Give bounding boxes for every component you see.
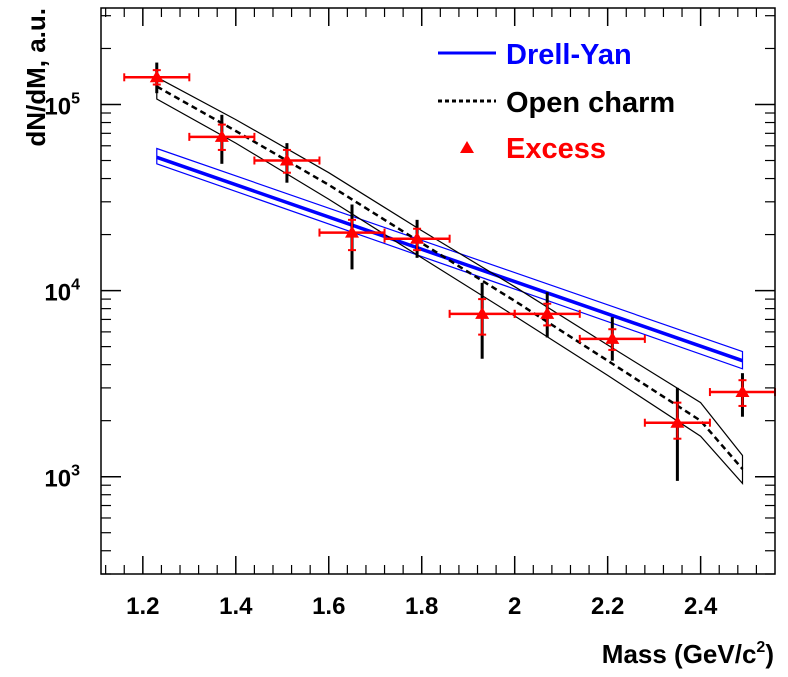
excess-point-9 xyxy=(708,373,776,417)
x-tick-label-3: 1.8 xyxy=(405,593,438,620)
excess-point-0 xyxy=(123,62,191,94)
excess-point-8 xyxy=(643,387,711,481)
legend: Drell-Yan Open charm Excess xyxy=(438,39,675,165)
excess-marker-3 xyxy=(345,225,360,238)
x-tick-label-1: 1.4 xyxy=(219,593,253,620)
x-tick-label-2: 1.6 xyxy=(312,593,345,620)
excess-point-4 xyxy=(383,219,451,258)
open_charm-band xyxy=(156,76,744,485)
x-axis-title-main: Mass (GeV/c xyxy=(602,639,757,669)
open_charm-curve xyxy=(156,85,744,470)
excess-marker-9 xyxy=(735,385,750,398)
x-tick-label-0: 1.2 xyxy=(126,593,159,620)
x-tick-label-6: 2.4 xyxy=(684,593,718,620)
excess-point-2 xyxy=(253,143,321,183)
excess-marker-2 xyxy=(279,153,294,166)
drell_yan-curve xyxy=(156,155,744,363)
x-tick-label-5: 2.2 xyxy=(591,593,624,620)
y-axis-title: dN/dM, a.u. xyxy=(21,8,51,147)
y-tick-label-1: 104 xyxy=(44,277,80,307)
x-tick-label-4: 2 xyxy=(508,593,521,620)
x-axis-title-close: ) xyxy=(765,639,774,669)
legend-drell-yan-label: Drell-Yan xyxy=(506,39,632,71)
excess-marker-8 xyxy=(670,415,685,428)
x-axis-title: Mass (GeV/c2) xyxy=(602,639,774,669)
excess-point-3 xyxy=(318,204,386,270)
excess-marker-7 xyxy=(605,331,620,344)
excess-point-1 xyxy=(188,114,256,164)
excess-marker-6 xyxy=(540,306,555,319)
y-tick-label-exp-1: 4 xyxy=(71,277,80,294)
x-axis-title-sup: 2 xyxy=(756,639,765,656)
plot-area xyxy=(123,62,776,485)
y-tick-label-base-0: 10 xyxy=(44,466,71,493)
excess-point-7 xyxy=(578,317,646,361)
legend-open-charm-label: Open charm xyxy=(506,87,675,119)
y-tick-label-2: 105 xyxy=(44,90,80,120)
excess-point-6 xyxy=(513,292,581,338)
excess-marker-4 xyxy=(410,231,425,244)
y-tick-label-exp-0: 3 xyxy=(71,463,80,480)
legend-excess-label: Excess xyxy=(506,133,606,165)
legend-excess-marker xyxy=(460,141,474,153)
y-tick-label-0: 103 xyxy=(44,463,80,493)
y-tick-label-base-1: 10 xyxy=(44,280,71,307)
excess-marker-1 xyxy=(214,129,229,142)
excess-marker-5 xyxy=(475,306,490,319)
y-tick-label-base-2: 10 xyxy=(44,93,71,120)
excess-marker-0 xyxy=(149,70,164,83)
y-tick-label-exp-2: 5 xyxy=(71,90,80,107)
